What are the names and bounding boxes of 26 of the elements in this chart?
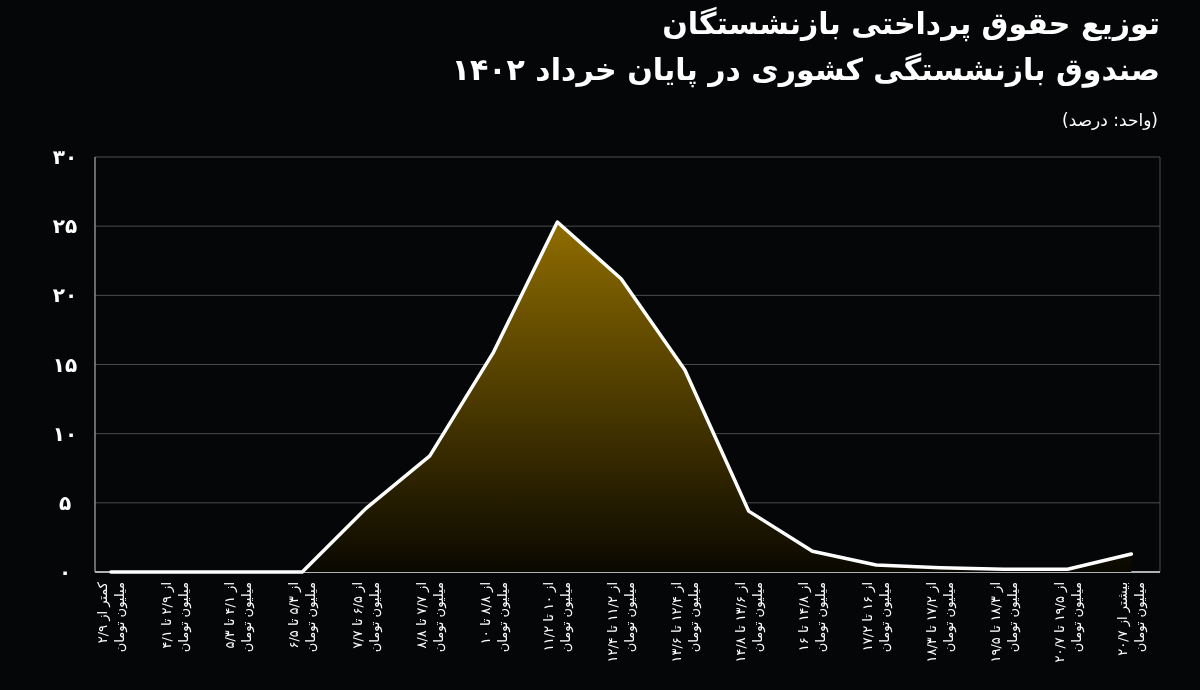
chart-title: توزیع حقوق پرداختی بازنشستگان صندوق بازنشستگی کشوری در پایان خرداد ۱۴۰۲ bbox=[451, 6, 1160, 88]
x-tick-label: از ۱۷/۲ تا ۱۸/۳ میلیون تومان bbox=[923, 582, 957, 663]
x-tick-label: از ۱۲/۴ تا ۱۳/۶ میلیون تومان bbox=[668, 582, 702, 663]
text: (واحد: درصد) bbox=[1062, 110, 1158, 130]
x-tick-label: از ۲/۹ تا ۴/۱ میلیون تومان bbox=[158, 582, 192, 653]
y-tick-label: ۲۵ bbox=[52, 214, 78, 239]
y-tick-label: ۵ bbox=[58, 490, 72, 515]
x-tick-label: بیشتر از ۲۰/۷ میلیون تومان bbox=[1115, 582, 1149, 656]
x-tick-label: از ۱۹/۵ تا ۲۰/۷ میلیون تومان bbox=[1051, 582, 1085, 663]
y-tick-label: ۱۰ bbox=[52, 421, 78, 446]
y-tick-label: ۳۰ bbox=[52, 145, 78, 169]
x-tick-label: از ۵/۳ تا ۶/۵ میلیون تومان bbox=[286, 582, 320, 653]
x-tick-label: از ۸/۸ تا ۱۰ میلیون تومان bbox=[477, 582, 511, 653]
x-tick-label: از ۶/۵ تا ۷/۷ میلیون تومان bbox=[350, 582, 384, 653]
x-tick-label: کمتر از ۲/۹ میلیون تومان bbox=[94, 581, 128, 653]
x-tick-label: از ۱۱/۲ تا ۱۲/۴ میلیون تومان bbox=[605, 582, 639, 663]
x-tick-label: از ۱۶ تا ۱۷/۲ میلیون تومان bbox=[860, 582, 894, 653]
x-tick-label: از ۱۰ تا ۱۱/۲ میلیون تومان bbox=[541, 582, 575, 653]
y-tick-label: ۲۰ bbox=[52, 283, 78, 308]
x-tick-label: از ۷/۷ تا ۸/۸ میلیون تومان bbox=[413, 582, 447, 653]
x-tick-label: از ۱۴/۸ تا ۱۶ میلیون تومان bbox=[796, 582, 830, 653]
y-tick-label: ۱۵ bbox=[52, 352, 78, 377]
y-tick-label: ۰ bbox=[58, 560, 72, 584]
x-tick-label: از ۱۸/۳ تا ۱۹/۵ میلیون تومان bbox=[987, 582, 1021, 663]
x-tick-label: از ۴/۱ تا ۵/۳ میلیون تومان bbox=[222, 582, 256, 653]
x-tick-label: از ۱۳/۶ تا ۱۴/۸ میلیون تومان bbox=[732, 582, 766, 663]
